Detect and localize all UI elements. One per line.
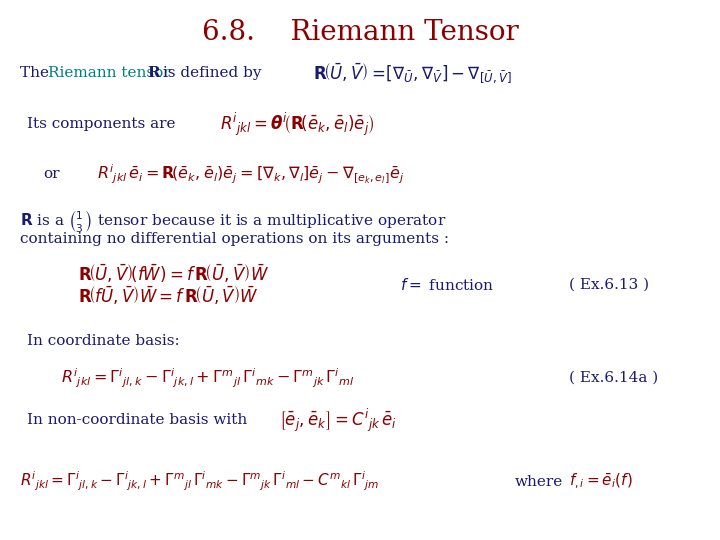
Text: $\mathbf{R}\!\left(\bar{U},\bar{V}\right)\!\left(f\bar{W}\right)= f\,\mathbf{R}\: $\mathbf{R}\!\left(\bar{U},\bar{V}\right…: [78, 262, 269, 285]
Text: $\left[\bar{e}_j,\bar{e}_k\right] = C^{i}{}_{jk}\,\bar{e}_i$: $\left[\bar{e}_j,\bar{e}_k\right] = C^{i…: [279, 407, 397, 434]
Text: ( Ex.6.13 ): ( Ex.6.13 ): [569, 278, 649, 292]
Text: $f_{,i} = \bar{e}_i(f)$: $f_{,i} = \bar{e}_i(f)$: [569, 472, 633, 491]
Text: where: where: [515, 475, 563, 489]
Text: Its components are: Its components are: [27, 117, 176, 131]
Text: or: or: [43, 167, 60, 181]
Text: $R^{i}{}_{jkl}\,\bar{e}_i = \mathbf{R}\!\left(\bar{e}_k,\bar{e}_l\right)\bar{e}_: $R^{i}{}_{jkl}\,\bar{e}_i = \mathbf{R}\!…: [97, 162, 405, 186]
Text: Riemann tensor: Riemann tensor: [48, 66, 171, 80]
Text: 6.8.    Riemann Tensor: 6.8. Riemann Tensor: [202, 19, 518, 46]
Text: $\mathbf{R}\!\left(\bar{U},\bar{V}\right)=\!\left[\nabla_{\bar{U}},\nabla_{\bar{: $\mathbf{R}\!\left(\bar{U},\bar{V}\right…: [313, 61, 512, 85]
Text: In non-coordinate basis with: In non-coordinate basis with: [27, 413, 248, 427]
Text: R: R: [148, 66, 161, 80]
Text: $\mathbf{R}$ is a $\binom{1}{3}$ tensor because it is a multiplicative operator: $\mathbf{R}$ is a $\binom{1}{3}$ tensor …: [20, 208, 446, 234]
Text: In coordinate basis:: In coordinate basis:: [27, 334, 180, 348]
Text: $R^{i}{}_{jkl} = \Gamma^{i}{}_{jl,k} - \Gamma^{i}{}_{jk,l} + \Gamma^{m}{}_{jl}\,: $R^{i}{}_{jkl} = \Gamma^{i}{}_{jl,k} - \…: [20, 470, 379, 494]
Text: $R^{i}{}_{jkl} = \boldsymbol{\theta}^i\!\left(\mathbf{R}\!\left(\bar{e}_k,\bar{e: $R^{i}{}_{jkl} = \boldsymbol{\theta}^i\!…: [220, 111, 374, 138]
Text: The: The: [20, 66, 54, 80]
Text: ( Ex.6.14a ): ( Ex.6.14a ): [569, 371, 658, 385]
Text: $R^{i}{}_{jkl} = \Gamma^{i}{}_{jl,k} - \Gamma^{i}{}_{jk,l} + \Gamma^{m}{}_{jl}\,: $R^{i}{}_{jkl} = \Gamma^{i}{}_{jl,k} - \…: [61, 366, 355, 390]
Text: is defined by: is defined by: [158, 66, 262, 80]
Text: $f=$ function: $f=$ function: [400, 276, 494, 293]
Text: containing no differential operations on its arguments :: containing no differential operations on…: [20, 232, 449, 246]
Text: $\mathbf{R}\!\left(f\bar{U},\bar{V}\right)\bar{W} = f\,\mathbf{R}\!\left(\bar{U}: $\mathbf{R}\!\left(f\bar{U},\bar{V}\righ…: [78, 284, 258, 307]
